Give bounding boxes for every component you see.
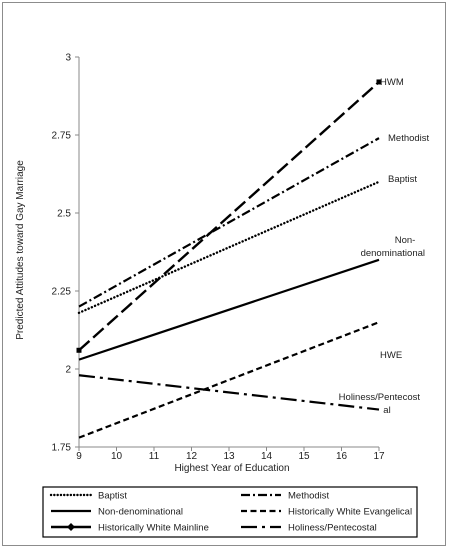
x-tick-label: 13 [223, 451, 235, 462]
x-axis-title: Highest Year of Education [174, 463, 289, 474]
series-line-historically-white-evangelical [78, 321, 380, 439]
end-label: denominational [361, 248, 425, 259]
x-tick-label: 17 [373, 451, 385, 462]
series-marker-historically-white-mainline [76, 347, 82, 353]
series-line-non-denominational [78, 258, 380, 361]
series-line-historically-white-mainline [78, 81, 380, 352]
end-label: Methodist [388, 133, 430, 144]
end-label: Holiness/Pentecost [339, 392, 421, 403]
legend-label-holiness-pentecostal: Holiness/Pentecostal [288, 523, 377, 534]
y-tick-label: 3 [65, 53, 71, 64]
series-lines [76, 79, 382, 439]
legend-label-methodist: Methodist [288, 491, 330, 502]
axes: 1.75 2 2.25 2.5 2.75 3 9 10 11 12 13 14 15 16 17 [52, 53, 385, 463]
series-marker-historically-white-mainline [376, 79, 382, 85]
legend-marker-diamond-icon [67, 523, 75, 531]
y-tick-label: 2.75 [52, 131, 72, 142]
series-line-baptist [77, 180, 381, 315]
x-tick-label: 10 [111, 451, 123, 462]
x-tick-label: 14 [261, 451, 273, 462]
y-tick-label: 1.75 [52, 443, 72, 454]
end-label: al [383, 405, 390, 416]
legend-box [42, 486, 418, 538]
end-labels: Baptist Methodist Non-denominational HWE HWM… [339, 77, 430, 416]
legend-label-historically-white-mainline: Historically White Mainline [98, 523, 209, 534]
end-label: Baptist [388, 174, 417, 185]
end-label: HWM [380, 77, 404, 88]
legend-label-non-denominational: Non-denominational [98, 507, 183, 518]
x-tick-label: 16 [336, 451, 348, 462]
legend-label-historically-white-evangelical: Historically White Evangelical [288, 507, 412, 518]
y-tick-label: 2.25 [52, 287, 72, 298]
y-tick-label: 2.5 [57, 209, 71, 220]
legend-label-baptist: Baptist [98, 491, 127, 502]
legend: Baptist Methodist Non-denominational Histor… [42, 486, 418, 538]
y-axis-title: Predicted Attitudes toward Gay Marriage [15, 160, 26, 340]
end-label: Non- [395, 235, 416, 246]
x-tick-label: 12 [186, 451, 198, 462]
series-line-holiness-pentecostal [78, 374, 380, 411]
end-label: HWE [380, 350, 402, 361]
x-tick-label: 15 [298, 451, 310, 462]
x-tick-label: 11 [149, 451, 160, 462]
x-tick-label: 9 [76, 451, 82, 462]
series-line-methodist [78, 137, 380, 308]
chart-frame [2, 2, 446, 546]
y-tick-label: 2 [65, 365, 71, 376]
